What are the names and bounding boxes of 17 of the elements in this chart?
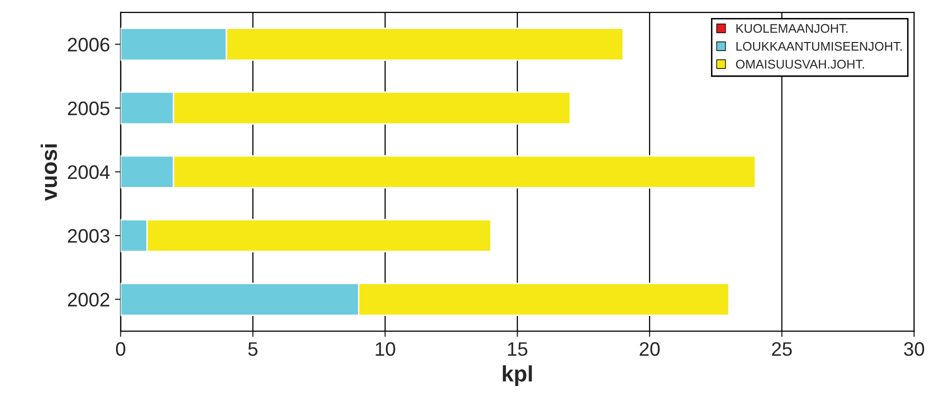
y-axis-title: vuosi <box>40 144 58 201</box>
y-tick-label: 2004 <box>68 165 110 180</box>
y-tick-label: 2005 <box>68 102 110 116</box>
legend-label: LOUKKAANTUMISEENJOHT. <box>736 42 902 51</box>
y-tick-label: 2006 <box>68 38 110 52</box>
x-tick-label: 20 <box>640 342 660 356</box>
y-tick-label: 2002 <box>68 292 110 307</box>
x-tick-label: 10 <box>376 342 396 356</box>
x-tick-label: 5 <box>248 342 258 356</box>
x-axis-title: kpl <box>502 365 532 386</box>
x-tick-label: 30 <box>904 342 924 356</box>
x-tick-label: 0 <box>116 342 126 356</box>
x-tick-label: 25 <box>772 342 792 356</box>
x-tick-label: 15 <box>508 342 528 356</box>
legend-label: OMAISUUSVAH.JOHT. <box>736 60 864 69</box>
y-tick-label: 2003 <box>68 229 110 243</box>
legend-label: KUOLEMAANJOHT. <box>736 24 848 33</box>
